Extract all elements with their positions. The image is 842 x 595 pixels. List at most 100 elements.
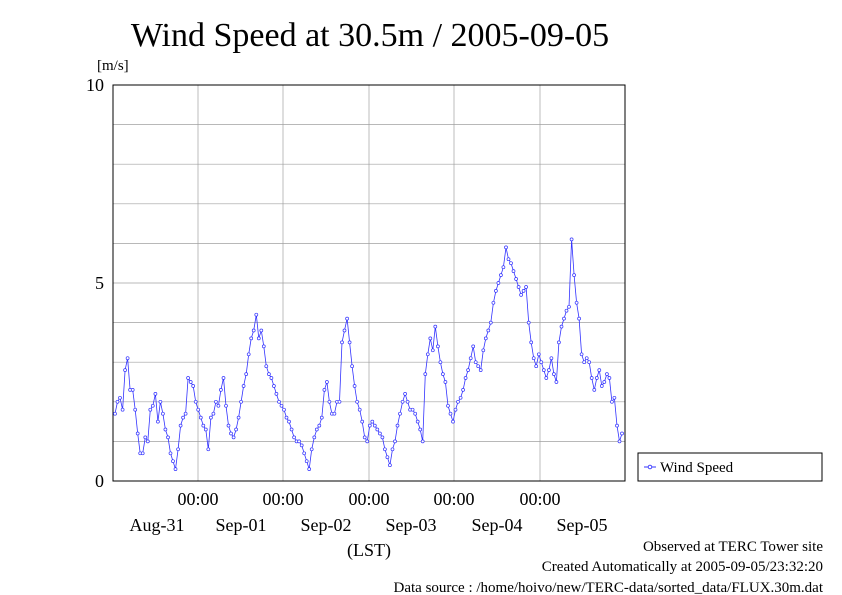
data-point <box>531 356 536 361</box>
data-point <box>564 308 569 313</box>
data-point <box>415 419 420 424</box>
y-tick-label: 0 <box>95 471 104 491</box>
x-time-tick-label: 00:00 <box>433 489 474 509</box>
data-point <box>188 380 193 384</box>
x-date-label: Sep-02 <box>301 515 352 535</box>
data-point <box>150 403 155 408</box>
data-point <box>436 344 440 349</box>
data-point <box>471 344 476 349</box>
x-time-tick-label: 00:00 <box>177 489 218 509</box>
data-point <box>163 427 168 432</box>
data-point <box>483 336 488 341</box>
data-point <box>317 423 322 428</box>
data-point <box>145 439 150 444</box>
data-point <box>133 407 138 412</box>
data-point <box>319 415 324 420</box>
data-point <box>325 380 329 384</box>
data-point <box>282 407 286 412</box>
plot-frame <box>112 84 626 482</box>
data-point <box>347 340 352 345</box>
data-point <box>501 265 506 270</box>
data-point <box>453 407 458 412</box>
data-point <box>410 407 415 412</box>
data-point <box>115 399 120 404</box>
data-point <box>584 356 589 361</box>
data-point <box>272 384 276 388</box>
data-point <box>345 316 349 321</box>
x-time-tick-label: 00:00 <box>348 489 389 509</box>
data-point <box>229 431 233 436</box>
data-point <box>615 423 619 428</box>
data-point <box>355 399 359 404</box>
data-point <box>148 407 153 412</box>
chart-title: Wind Speed at 30.5m / 2005-09-05 <box>131 17 609 54</box>
data-point <box>201 423 206 428</box>
data-point <box>403 392 407 396</box>
data-point <box>284 415 289 420</box>
data-point <box>274 392 279 396</box>
data-point <box>405 399 410 404</box>
data-point <box>599 384 604 388</box>
data-point <box>567 304 571 309</box>
data-point <box>597 368 602 372</box>
data-point <box>418 427 423 432</box>
data-point <box>214 399 218 404</box>
data-point <box>118 395 122 400</box>
data-point <box>168 451 173 456</box>
data-point <box>309 447 314 452</box>
data-point <box>241 384 246 388</box>
data-point <box>430 348 435 353</box>
data-point <box>514 277 518 281</box>
data-point <box>261 344 266 349</box>
data-point <box>509 261 513 266</box>
data-point <box>135 431 140 436</box>
data-point <box>592 388 597 392</box>
data-point <box>541 368 546 372</box>
data-point <box>481 348 486 353</box>
data-point <box>209 415 213 420</box>
data-point <box>413 411 418 416</box>
data-point <box>539 360 544 365</box>
data-point <box>372 423 377 428</box>
x-time-tick-label: 00:00 <box>262 489 303 509</box>
data-point <box>511 269 516 273</box>
data-point <box>524 285 528 289</box>
data-point <box>577 316 581 321</box>
data-point <box>256 336 261 341</box>
data-point <box>166 435 170 440</box>
data-point <box>544 376 549 380</box>
y-axis-label: [m/s] <box>97 58 129 74</box>
data-point <box>340 340 344 345</box>
data-point <box>420 439 425 444</box>
data-point <box>120 407 125 412</box>
data-point <box>173 467 178 471</box>
data-point <box>171 459 175 464</box>
data-point <box>473 360 478 365</box>
data-point <box>183 411 188 416</box>
x-date-label: Sep-05 <box>557 515 608 535</box>
data-point <box>191 384 196 388</box>
data-point <box>499 273 503 277</box>
data-point <box>425 352 430 357</box>
data-point <box>216 403 221 408</box>
data-point <box>367 423 372 428</box>
data-point <box>236 415 241 420</box>
data-point <box>196 407 201 412</box>
data-point <box>249 336 254 341</box>
data-point <box>589 376 594 380</box>
data-point <box>496 281 501 285</box>
data-point <box>153 392 158 396</box>
data-point <box>332 411 337 416</box>
data-point <box>350 364 354 369</box>
data-point <box>388 463 392 468</box>
legend-box <box>637 452 823 482</box>
footer: Observed at TERC Tower site Created Auto… <box>394 539 824 595</box>
data-point <box>383 447 387 452</box>
data-point <box>554 380 559 384</box>
data-point <box>302 451 307 456</box>
data-point <box>579 352 584 357</box>
data-point <box>360 419 365 424</box>
data-point <box>582 360 587 365</box>
legend-marker-icon <box>647 464 653 470</box>
